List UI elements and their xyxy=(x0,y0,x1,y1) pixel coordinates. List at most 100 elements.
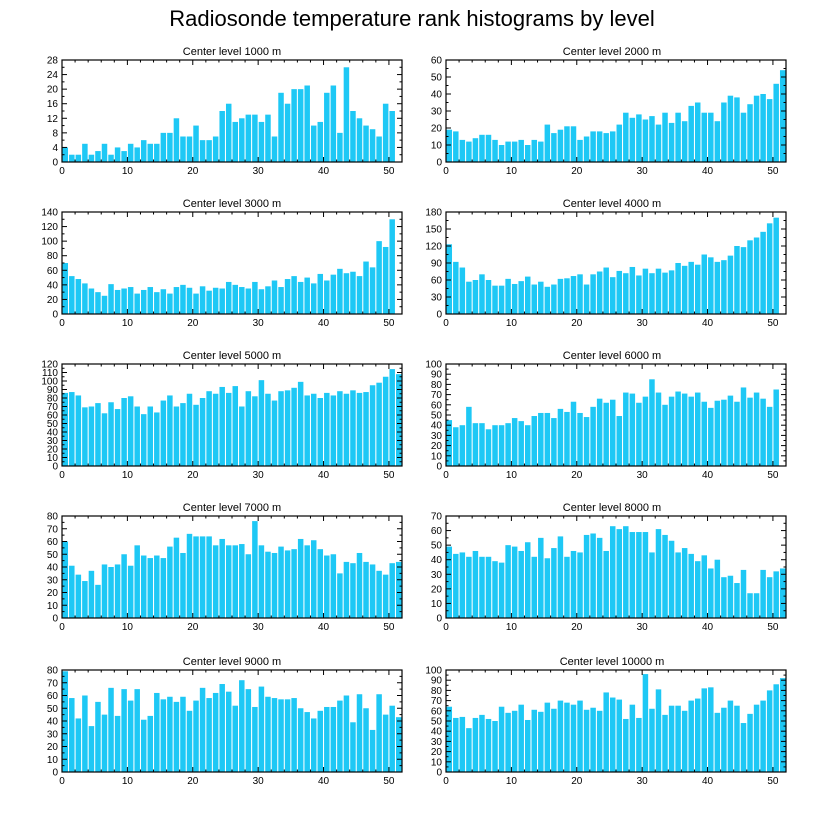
y-tick-label: 120 xyxy=(41,222,58,233)
y-tick-label: 20 xyxy=(47,445,59,456)
histogram-bar xyxy=(389,219,395,314)
histogram-bar xyxy=(779,678,786,772)
histogram-bar xyxy=(779,70,786,162)
histogram-bar xyxy=(304,85,310,162)
x-tick-label: 20 xyxy=(571,622,583,633)
histogram-bar xyxy=(609,697,616,772)
histogram-bar xyxy=(479,423,485,466)
y-tick-label: 30 xyxy=(47,575,59,586)
histogram-bar xyxy=(291,549,297,618)
histogram-bar xyxy=(239,544,245,618)
histogram-bar xyxy=(297,381,304,466)
histogram-bar xyxy=(265,551,271,618)
histogram-bar xyxy=(160,400,167,466)
y-tick-label: 28 xyxy=(47,56,59,67)
histogram-bar xyxy=(337,573,343,619)
histogram-bar xyxy=(382,103,389,162)
histogram-bar xyxy=(180,696,186,772)
histogram-bar xyxy=(701,254,708,314)
histogram-bar xyxy=(688,261,694,314)
histogram-bar xyxy=(459,425,466,466)
panel-6000m: Center level 6000 m 0 10 20 30 40 50 0 10 20 30 40… xyxy=(404,348,814,498)
histogram-bar xyxy=(609,277,616,314)
histogram-bar xyxy=(466,141,472,162)
histogram-bar xyxy=(121,398,127,466)
histogram-bar xyxy=(538,711,544,772)
histogram-bar xyxy=(531,139,538,162)
x-tick-label: 30 xyxy=(637,470,649,481)
x-tick-label: 10 xyxy=(122,776,134,787)
histogram-bar xyxy=(376,136,382,162)
histogram-bar xyxy=(688,553,694,618)
histogram-bar xyxy=(590,406,596,466)
histogram-bar xyxy=(766,99,773,162)
histogram-bar xyxy=(485,429,492,466)
histogram-bar xyxy=(681,393,688,466)
histogram-bar xyxy=(518,421,524,466)
histogram-bar xyxy=(88,288,95,314)
y-tick-label: 60 xyxy=(47,266,59,277)
histogram-bar xyxy=(472,423,479,466)
histogram-bar xyxy=(382,714,389,773)
x-tick-label: 50 xyxy=(767,470,779,481)
histogram-bar xyxy=(577,552,583,618)
histogram-bar xyxy=(95,701,101,773)
y-tick-label: 90 xyxy=(431,259,443,270)
histogram-bar xyxy=(734,583,740,618)
panel-7000m: Center level 7000 m 0 10 20 30 40 50 0 10 20 30 40… xyxy=(20,500,430,650)
x-tick-label: 0 xyxy=(59,622,65,633)
histogram-bar xyxy=(245,554,252,618)
y-tick-label: 30 xyxy=(431,107,443,118)
histogram-bar xyxy=(649,552,655,618)
x-tick-label: 0 xyxy=(59,166,65,177)
histogram-bar xyxy=(655,529,662,618)
histogram-bar xyxy=(291,698,297,772)
histogram-bar xyxy=(727,255,734,314)
y-tick-label: 60 xyxy=(47,537,59,548)
histogram-bar xyxy=(779,568,786,618)
histogram-bar xyxy=(258,686,265,772)
histogram-bar xyxy=(69,392,75,466)
histogram-bar xyxy=(304,545,310,618)
histogram-bar xyxy=(265,114,271,162)
histogram-bar xyxy=(369,729,376,772)
y-tick-label: 80 xyxy=(47,512,59,523)
histogram-bar xyxy=(747,240,753,314)
y-tick-label: 40 xyxy=(431,421,443,432)
y-tick-label: 60 xyxy=(431,400,443,411)
histogram-bar xyxy=(193,404,199,466)
histogram-bar xyxy=(603,267,609,314)
histogram-bar xyxy=(681,710,688,772)
histogram-bar xyxy=(167,132,173,162)
histogram-bar xyxy=(160,132,167,162)
y-tick-label: 0 xyxy=(436,768,442,779)
y-tick-label: 0 xyxy=(436,462,442,473)
histogram-bar xyxy=(395,374,402,466)
histogram-bar xyxy=(623,526,629,618)
histogram-bar xyxy=(271,552,278,618)
y-tick-label: 80 xyxy=(47,394,59,405)
x-tick-label: 20 xyxy=(187,470,199,481)
histogram-bar xyxy=(193,700,199,772)
histogram-bar xyxy=(531,709,538,772)
panel-title: Center level 10000 m xyxy=(559,656,665,668)
y-tick-label: 140 xyxy=(41,208,58,219)
histogram-bar xyxy=(538,281,544,314)
histogram-bar xyxy=(760,94,766,162)
histogram-bar xyxy=(636,114,642,162)
x-tick-label: 20 xyxy=(187,166,199,177)
x-tick-label: 40 xyxy=(318,622,330,633)
histogram-bar xyxy=(330,85,337,162)
histogram-bar xyxy=(472,138,479,162)
histogram-bar xyxy=(538,412,544,466)
histogram-bar xyxy=(232,284,239,314)
y-tick-label: 0 xyxy=(52,462,58,473)
histogram-bar xyxy=(356,694,363,772)
histogram-bar xyxy=(623,273,629,314)
histogram-bar xyxy=(616,699,623,772)
histogram-bar xyxy=(642,532,649,618)
histogram-bar xyxy=(297,538,304,618)
histogram-bar xyxy=(655,392,662,466)
